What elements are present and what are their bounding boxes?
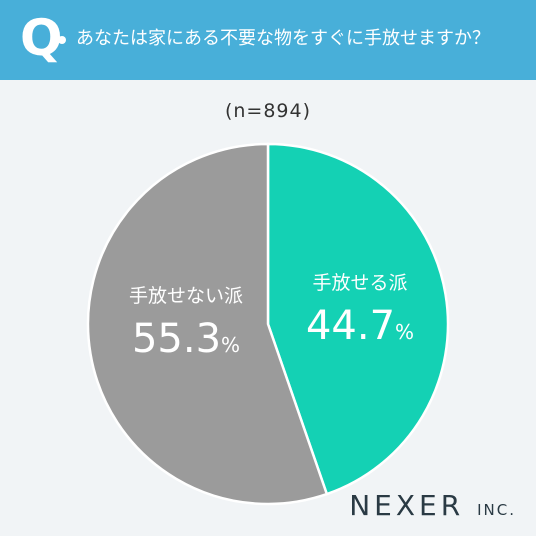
- slice-cannot-let-go: [86, 142, 329, 506]
- brand-name: NEXER: [349, 489, 465, 522]
- slice-cannot-let-go-name: 手放せない派: [128, 285, 243, 307]
- question-text: あなたは家にある不要な物をすぐに手放せますか？: [76, 28, 490, 49]
- slice-cannot-let-go-label: 手放せない派 55.3%: [96, 283, 276, 369]
- sample-size: (n=894): [224, 100, 312, 122]
- slice-cannot-let-go-value: 55.3%: [131, 316, 241, 362]
- brand-suffix: INC.: [477, 501, 516, 519]
- slice-let-go: [266, 142, 450, 496]
- q-dot-icon: [58, 36, 66, 44]
- q-mark: Q: [20, 9, 63, 67]
- slice-let-go-value: 44.7%: [305, 303, 415, 349]
- slice-let-go-label: 手放せる派 44.7%: [270, 270, 450, 356]
- slice-let-go-name: 手放せる派: [312, 272, 408, 294]
- brand-logo: NEXER INC.: [349, 489, 516, 522]
- question-header: Q あなたは家にある不要な物をすぐに手放せますか？: [0, 0, 536, 80]
